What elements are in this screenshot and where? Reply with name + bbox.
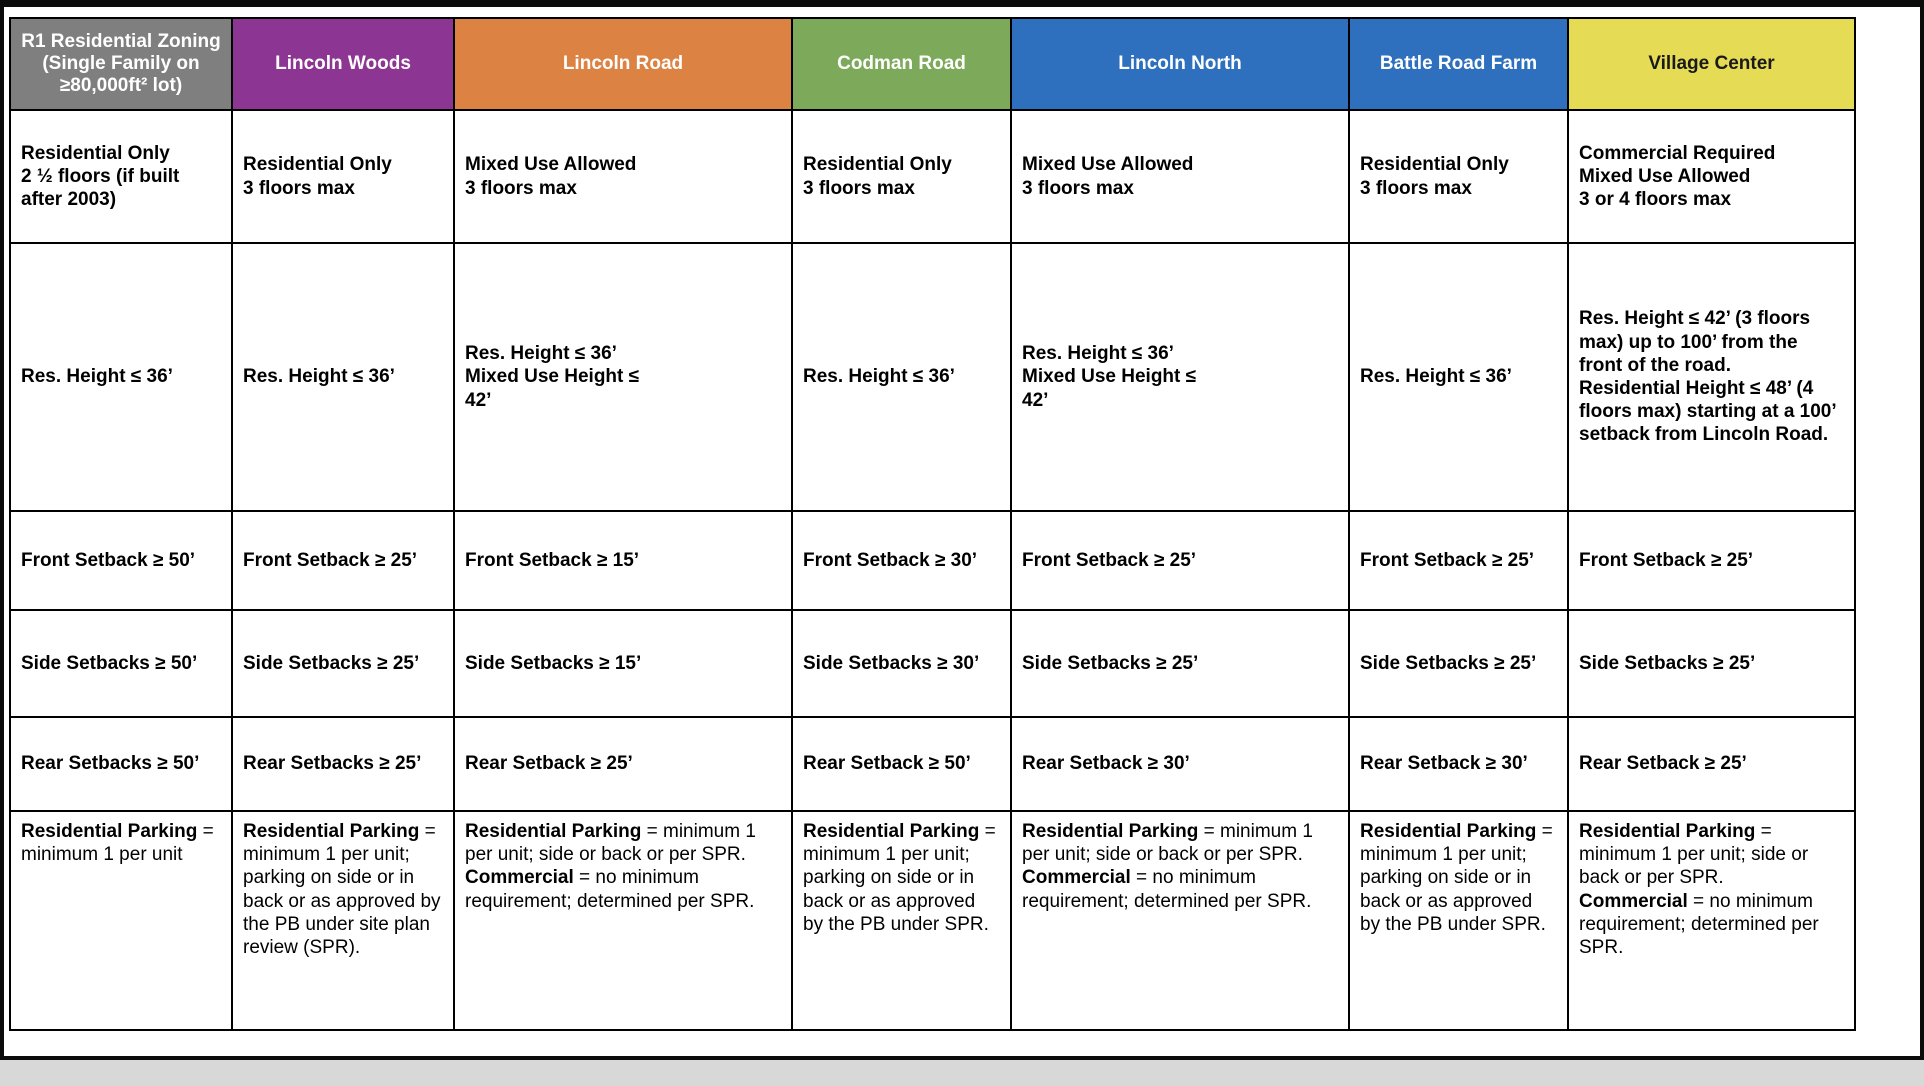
use-cell-battle-road-farm: Residential Only 3 floors max [1348,109,1569,244]
parking-cell-lincoln-north: Residential Parking = minimum 1 per unit… [1010,810,1350,1031]
parking-detail: = no minimum requirement; determined per… [1022,867,1312,912]
use-cell-lincoln-road: Mixed Use Allowed 3 floors max [453,109,793,244]
height-cell-lincoln-road: Res. Height ≤ 36’ Mixed Use Height ≤ 42’ [453,242,793,512]
front-setback-cell-lincoln-woods: Front Setback ≥ 25’ [231,510,455,611]
parking-detail: = minimum 1 per unit; side or back or pe… [465,821,756,866]
parking-note: Commercial = no minimum requirement; det… [465,866,781,912]
front-setback-cell-lincoln-road: Front Setback ≥ 15’ [453,510,793,611]
height-cell-codman-road: Res. Height ≤ 36’ [791,242,1012,512]
parking-term: Residential Parking [465,821,642,842]
rear-setbacks-cell-battle-road-farm: Rear Setback ≥ 30’ [1348,716,1569,812]
rear-setbacks-cell-r1: Rear Setbacks ≥ 50’ [9,716,233,812]
header-cell-lincoln-north: Lincoln North [1010,17,1350,111]
table-header-row: R1 Residential Zoning (Single Family on … [9,17,1856,111]
parking-note: Commercial = no minimum requirement; det… [1022,866,1338,912]
parking-term: Residential Parking [803,821,980,842]
parking-note: Residential Parking = minimum 1 per unit… [1579,820,1844,890]
parking-detail: = minimum 1 per unit; side or back or pe… [1579,821,1809,889]
parking-cell-battle-road-farm: Residential Parking = minimum 1 per unit… [1348,810,1569,1031]
header-cell-lincoln-road: Lincoln Road [453,17,793,111]
parking-detail: = minimum 1 per unit; parking on side or… [803,821,996,935]
front-setback-row: Front Setback ≥ 50’ Front Setback ≥ 25’ … [9,510,1856,611]
side-setbacks-cell-lincoln-woods: Side Setbacks ≥ 25’ [231,609,455,718]
height-cell-r1: Res. Height ≤ 36’ [9,242,233,512]
front-setback-cell-village-center: Front Setback ≥ 25’ [1567,510,1856,611]
parking-cell-r1: Residential Parking = minimum 1 per unit [9,810,233,1031]
front-setback-cell-battle-road-farm: Front Setback ≥ 25’ [1348,510,1569,611]
rear-setbacks-cell-codman-road: Rear Setback ≥ 50’ [791,716,1012,812]
height-cell-lincoln-north: Res. Height ≤ 36’ Mixed Use Height ≤ 42’ [1010,242,1350,512]
parking-cell-lincoln-road: Residential Parking = minimum 1 per unit… [453,810,793,1031]
parking-detail: = minimum 1 per unit [21,821,214,866]
parking-detail: = no minimum requirement; determined per… [465,867,755,912]
side-setbacks-cell-village-center: Side Setbacks ≥ 25’ [1567,609,1856,718]
header-cell-battle-road-farm: Battle Road Farm [1348,17,1569,111]
side-setbacks-cell-r1: Side Setbacks ≥ 50’ [9,609,233,718]
parking-term: Commercial [465,867,574,889]
header-cell-r1: R1 Residential Zoning (Single Family on … [9,17,233,111]
zoning-comparison-table: R1 Residential Zoning (Single Family on … [9,17,1856,1031]
parking-term: Commercial [1579,890,1688,912]
parking-note: Residential Parking = minimum 1 per unit [21,820,221,866]
document-page: R1 Residential Zoning (Single Family on … [0,0,1924,1060]
parking-term: Residential Parking [243,821,420,842]
side-setbacks-cell-battle-road-farm: Side Setbacks ≥ 25’ [1348,609,1569,718]
rear-setbacks-cell-village-center: Rear Setback ≥ 25’ [1567,716,1856,812]
use-cell-r1: Residential Only 2 ½ floors (if built af… [9,109,233,244]
parking-note: Residential Parking = minimum 1 per unit… [465,820,781,866]
parking-term: Residential Parking [21,821,198,842]
parking-cell-village-center: Residential Parking = minimum 1 per unit… [1567,810,1856,1031]
allowed-use-row: Residential Only 2 ½ floors (if built af… [9,109,1856,244]
use-cell-village-center: Commercial Required Mixed Use Allowed 3 … [1567,109,1856,244]
parking-detail: = minimum 1 per unit; parking on side or… [243,821,441,958]
side-setbacks-cell-lincoln-road: Side Setbacks ≥ 15’ [453,609,793,718]
use-cell-lincoln-woods: Residential Only 3 floors max [231,109,455,244]
parking-term: Residential Parking [1022,821,1199,842]
height-cell-lincoln-woods: Res. Height ≤ 36’ [231,242,455,512]
parking-row: Residential Parking = minimum 1 per unit… [9,810,1856,1031]
parking-note: Residential Parking = minimum 1 per unit… [243,820,443,959]
parking-term: Commercial [1022,867,1131,889]
header-cell-lincoln-woods: Lincoln Woods [231,17,455,111]
header-cell-village-center: Village Center [1567,17,1856,111]
side-setbacks-cell-codman-road: Side Setbacks ≥ 30’ [791,609,1012,718]
rear-setbacks-cell-lincoln-woods: Rear Setbacks ≥ 25’ [231,716,455,812]
parking-cell-lincoln-woods: Residential Parking = minimum 1 per unit… [231,810,455,1031]
parking-note: Residential Parking = minimum 1 per unit… [1022,820,1338,866]
side-setbacks-cell-lincoln-north: Side Setbacks ≥ 25’ [1010,609,1350,718]
front-setback-cell-lincoln-north: Front Setback ≥ 25’ [1010,510,1350,611]
height-cell-battle-road-farm: Res. Height ≤ 36’ [1348,242,1569,512]
parking-detail: = minimum 1 per unit; side or back or pe… [1022,821,1313,866]
side-setbacks-row: Side Setbacks ≥ 50’ Side Setbacks ≥ 25’ … [9,609,1856,718]
front-setback-cell-r1: Front Setback ≥ 50’ [9,510,233,611]
parking-cell-codman-road: Residential Parking = minimum 1 per unit… [791,810,1012,1031]
parking-note: Residential Parking = minimum 1 per unit… [1360,820,1557,936]
height-cell-village-center: Res. Height ≤ 42’ (3 floors max) up to 1… [1567,242,1856,512]
parking-note: Residential Parking = minimum 1 per unit… [803,820,1000,936]
rear-setbacks-row: Rear Setbacks ≥ 50’ Rear Setbacks ≥ 25’ … [9,716,1856,812]
header-cell-codman-road: Codman Road [791,17,1012,111]
use-cell-lincoln-north: Mixed Use Allowed 3 floors max [1010,109,1350,244]
parking-note: Commercial = no minimum requirement; det… [1579,890,1844,960]
parking-detail: = minimum 1 per unit; parking on side or… [1360,821,1553,935]
parking-term: Residential Parking [1360,821,1537,842]
rear-setbacks-cell-lincoln-north: Rear Setback ≥ 30’ [1010,716,1350,812]
rear-setbacks-cell-lincoln-road: Rear Setback ≥ 25’ [453,716,793,812]
parking-term: Residential Parking [1579,821,1756,842]
front-setback-cell-codman-road: Front Setback ≥ 30’ [791,510,1012,611]
parking-detail: = no minimum requirement; determined per… [1579,890,1819,958]
use-cell-codman-road: Residential Only 3 floors max [791,109,1012,244]
height-limit-row: Res. Height ≤ 36’ Res. Height ≤ 36’ Res.… [9,242,1856,512]
